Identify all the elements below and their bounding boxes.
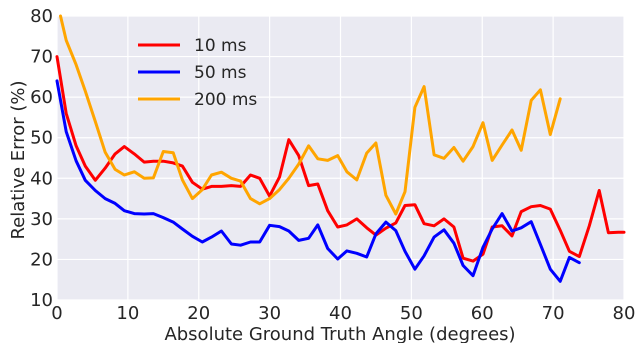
x-tick-label: 30 [258,303,281,324]
y-tick-label: 70 [30,47,53,68]
x-tick-label: 0 [51,303,62,324]
series-line-2 [59,14,562,216]
x-tick-label: 40 [329,303,352,324]
y-tick-label: 40 [30,168,53,189]
x-tick-label: 80 [613,303,636,324]
series-layer [55,14,626,283]
y-tick-label: 20 [30,249,53,270]
legend: 10 ms 50 ms 200 ms [138,36,257,110]
x-tick-label: 20 [187,303,210,324]
y-tick-label: 50 [30,128,53,149]
y-axis-label: Relative Error (%) [8,80,29,239]
legend-label: 200 ms [194,90,257,110]
x-tick-label: 70 [542,303,565,324]
y-tick-label: 80 [30,6,53,27]
legend-label: 50 ms [194,63,247,83]
x-axis-label: Absolute Ground Truth Angle (degrees) [164,324,515,343]
x-tick-label: 60 [471,303,494,324]
series-line-1 [55,79,581,283]
series-line-0 [55,55,626,263]
legend-label: 10 ms [194,36,247,56]
y-tick-label: 60 [30,87,53,108]
x-tick-label: 50 [400,303,423,324]
y-tick-label: 10 [30,290,53,311]
grid-lines [56,15,625,301]
y-tick-label: 30 [30,209,53,230]
x-tick-label: 10 [116,303,139,324]
